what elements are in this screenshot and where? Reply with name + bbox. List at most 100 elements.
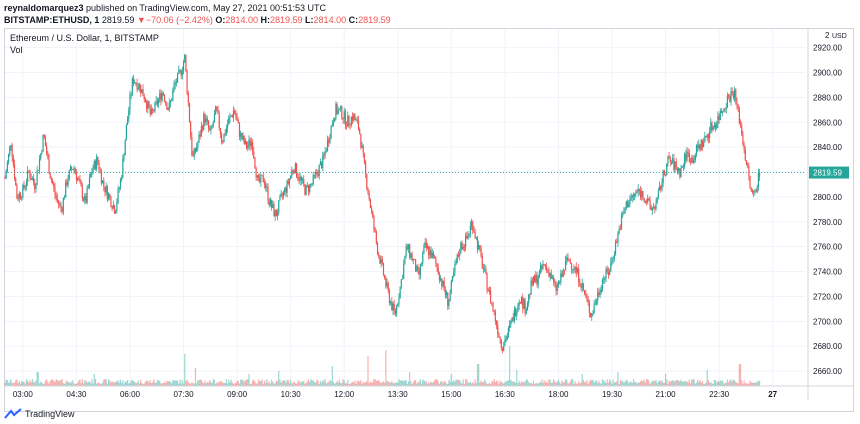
volume-bar <box>674 380 676 386</box>
candle-body <box>42 134 44 152</box>
volume-bar <box>675 379 677 386</box>
candle-body <box>131 78 133 95</box>
publisher-name[interactable]: reynaldomarquez3 <box>4 3 84 13</box>
volume-bar <box>84 380 86 386</box>
volume-bar <box>400 379 402 386</box>
volume-bar <box>738 364 740 386</box>
candle-body <box>466 235 468 239</box>
candle-body <box>616 241 618 243</box>
volume-bar <box>517 383 519 386</box>
candle-body <box>424 242 426 246</box>
candle-body <box>9 146 11 154</box>
candle-body <box>635 192 637 195</box>
candle-body <box>291 170 293 176</box>
candle-body <box>295 163 298 177</box>
candle-body <box>535 274 537 283</box>
tradingview-footer[interactable]: TradingView <box>4 408 75 419</box>
volume-bar <box>538 382 540 386</box>
volume-bar <box>384 382 386 386</box>
volume-bar <box>607 382 610 386</box>
volume-bar <box>578 381 580 386</box>
candle-body <box>725 107 727 109</box>
volume-bar <box>279 379 281 386</box>
candle-body <box>140 84 142 94</box>
candle-body <box>507 327 510 336</box>
volume-bar <box>744 383 746 386</box>
volume-bar <box>135 382 137 386</box>
candle-body <box>388 290 391 304</box>
low-value: 2814.00 <box>313 15 347 25</box>
candle-body <box>443 280 445 290</box>
volume-bar <box>162 383 164 386</box>
volume-bar <box>699 380 701 386</box>
volume-bar <box>332 382 335 386</box>
volume-bar <box>50 379 53 386</box>
volume-bar <box>269 383 272 386</box>
candle-body <box>445 292 448 296</box>
candle-body <box>561 273 563 277</box>
candle-body <box>294 163 297 174</box>
candle-body <box>169 100 172 104</box>
candle-body <box>693 159 695 163</box>
volume-bar <box>103 379 105 386</box>
volume-bar <box>491 380 493 386</box>
x-tick-label: 22:30 <box>709 390 730 399</box>
candle-body <box>253 151 255 158</box>
candle-body <box>518 301 520 306</box>
high-value: 2819.59 <box>269 15 303 25</box>
candle-body <box>93 160 95 169</box>
candle-body <box>372 211 374 217</box>
volume-bar <box>236 380 238 386</box>
candle-body <box>400 279 402 287</box>
candle-body <box>286 180 288 193</box>
candle-body <box>682 166 685 167</box>
volume-bar <box>119 379 122 386</box>
candle-body <box>262 175 264 183</box>
volume-bar <box>131 380 133 386</box>
candle-body <box>281 193 283 196</box>
candle-body <box>564 260 567 271</box>
candle-body <box>730 91 732 102</box>
volume-bar <box>662 382 664 386</box>
candle-body <box>27 170 29 183</box>
volume-bar <box>326 382 329 386</box>
change-down-icon: ▼ <box>136 15 146 25</box>
candle-body <box>449 292 451 302</box>
volume-bar <box>105 379 107 386</box>
candle-body <box>168 103 170 111</box>
volume-bar <box>542 383 544 386</box>
candle-body <box>728 95 730 97</box>
volume-bar <box>731 381 733 386</box>
x-tick-label: 09:00 <box>227 390 248 399</box>
candle-body <box>698 144 700 149</box>
candle-body <box>101 180 104 184</box>
volume-bar <box>655 380 657 386</box>
candle-body <box>611 258 613 263</box>
candle-body <box>650 207 652 211</box>
candle-body <box>166 102 168 110</box>
open-label: O: <box>215 15 226 25</box>
candle-body <box>395 305 398 314</box>
volume-bar <box>442 382 444 386</box>
candle-body <box>457 254 460 256</box>
volume-bar <box>419 379 421 386</box>
candle-body <box>748 165 750 176</box>
volume-bar <box>345 383 348 386</box>
candle-body <box>348 115 350 125</box>
candle-body <box>493 310 495 312</box>
candle-body <box>190 122 192 137</box>
candle-body <box>7 153 10 163</box>
candle-body <box>355 119 357 121</box>
volume-bar <box>263 380 266 386</box>
volume-bar <box>473 383 475 386</box>
volume-bar <box>241 379 243 386</box>
volume-bar <box>251 380 254 386</box>
volume-bar <box>23 381 25 386</box>
volume-bar <box>591 379 593 386</box>
volume-bar <box>486 383 488 386</box>
candle-body <box>41 151 43 154</box>
volume-bar <box>506 381 508 386</box>
candle-body <box>381 259 383 264</box>
volume-bar <box>719 380 721 386</box>
